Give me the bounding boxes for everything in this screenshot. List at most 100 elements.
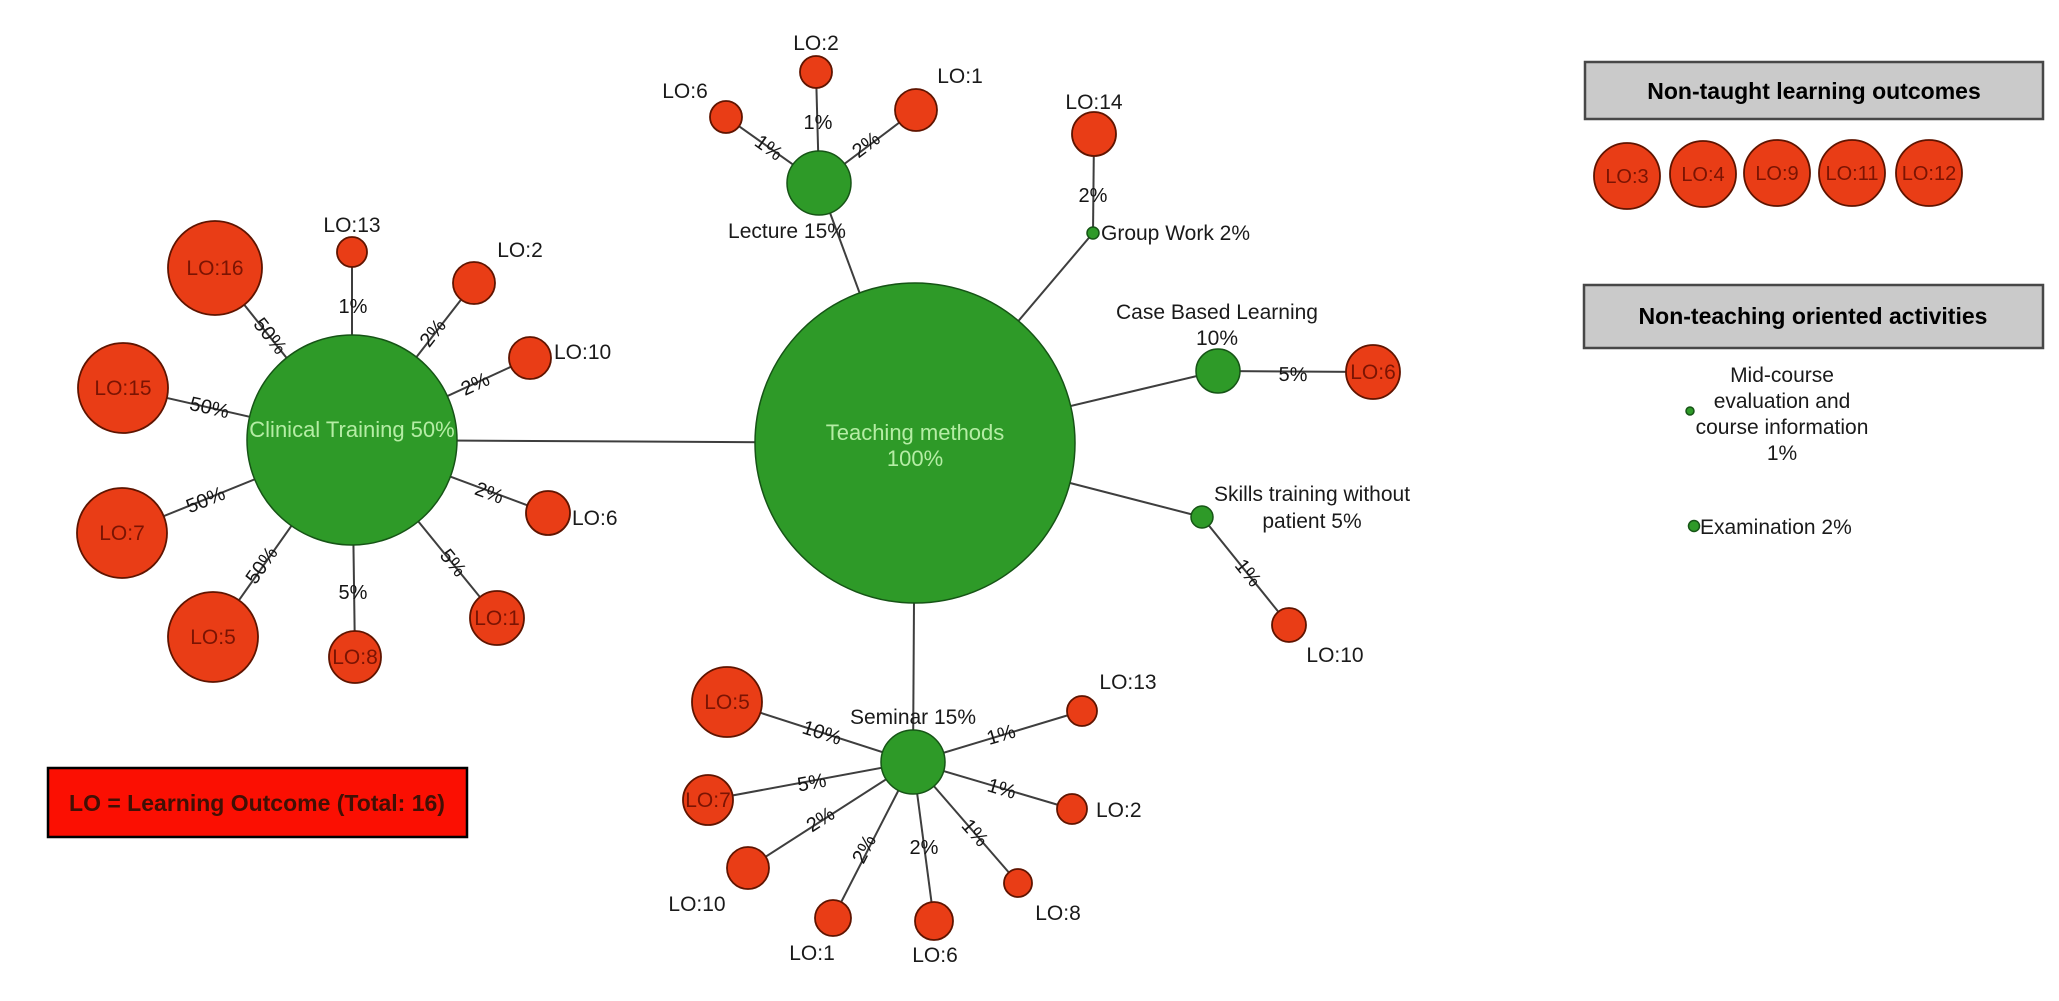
node-sem-lo1	[814, 899, 852, 937]
edge-label-seminar--sem-lo1: 2%	[848, 831, 881, 867]
node-ct-lo16	[167, 220, 263, 316]
node-sem-lo6	[914, 901, 954, 941]
node-label-ct-lo8: LO:8	[332, 646, 378, 669]
edge-label-clinical-training--ct-lo8: 5%	[339, 582, 368, 604]
node-ct-lo8	[328, 630, 382, 684]
edge-seminar--sem-lo7	[707, 761, 914, 801]
node-label-sem-lo13: LO:13	[1099, 671, 1156, 694]
edge-label-clinical-training--ct-lo5: 50%	[242, 543, 283, 589]
node-examination-dot-icon	[1687, 519, 1701, 533]
node-ct-lo1	[469, 590, 525, 646]
edge-label-lecture--lec-lo6: 1%	[750, 131, 786, 166]
node-sem-lo10	[726, 846, 770, 890]
edge-skills-training--sk-lo10	[1201, 516, 1290, 626]
node-nt-lo9	[1743, 139, 1811, 207]
node-label-gw-lo14: LO:14	[1065, 91, 1123, 114]
node-ct-lo15	[77, 342, 169, 434]
node-label-lec-lo6: LO:6	[662, 80, 708, 103]
node-sem-lo13	[1066, 695, 1098, 727]
node-ct-lo5	[167, 591, 259, 683]
node-label-lecture: Lecture 15%	[728, 220, 846, 243]
edge-label-skills-training--sk-lo10: 1%	[1230, 555, 1265, 591]
node-skills-training	[1190, 505, 1214, 529]
edge-label-seminar--sem-lo2: 1%	[985, 775, 1019, 804]
node-label-skills-training: Skills training without patient 5%	[1214, 483, 1410, 533]
node-label-sem-lo8: LO:8	[1035, 902, 1081, 925]
note-box	[46, 766, 469, 839]
node-clinical-training	[246, 334, 458, 546]
node-label-nt-lo3: LO:3	[1605, 166, 1648, 188]
node-label-cbl-lo6: LO:6	[1350, 361, 1396, 384]
node-label-sem-lo6: LO:6	[912, 944, 958, 967]
edge-label-clinical-training--ct-lo16: 50%	[249, 314, 291, 359]
node-label-ct-lo10: LO:10	[554, 341, 611, 364]
edge-label-seminar--sem-lo6: 2%	[910, 837, 939, 859]
edge-label-clinical-training--ct-lo7: 50%	[183, 483, 229, 518]
node-label-lec-lo2: LO:2	[793, 32, 839, 55]
node-ct-lo6	[525, 490, 571, 536]
legend-title-non-taught: Non-taught learning outcomes	[1647, 78, 1981, 104]
node-lec-lo2	[799, 55, 833, 89]
legend-title-non-teaching: Non-teaching oriented activities	[1639, 303, 1988, 329]
edge-label-lecture--lec-lo2: 1%	[804, 112, 833, 134]
node-label-ct-lo16: LO:16	[186, 257, 243, 280]
node-label-nt-lo4: LO:4	[1681, 164, 1724, 186]
node-label-ct-lo6: LO:6	[572, 507, 618, 530]
node-nt-lo4	[1669, 140, 1737, 208]
node-label-sem-lo10: LO:10	[668, 893, 725, 916]
node-label-ct-lo15: LO:15	[94, 377, 151, 400]
node-lecture	[786, 150, 852, 216]
node-label-sem-lo2: LO:2	[1096, 799, 1142, 822]
node-lec-lo6	[709, 100, 743, 134]
node-case-based-learning	[1195, 348, 1241, 394]
node-label-nt-lo9: LO:9	[1755, 163, 1798, 185]
node-label-ct-lo5: LO:5	[190, 626, 236, 649]
node-label-nt-lo11: LO:11	[1826, 163, 1879, 185]
node-ct-lo10	[508, 336, 552, 380]
edge-label-seminar--sem-lo10: 2%	[803, 803, 839, 837]
node-label-sem-lo5: LO:5	[704, 691, 750, 714]
node-label-ct-lo2: LO:2	[497, 239, 543, 262]
node-label-lec-lo1: LO:1	[937, 65, 983, 88]
edge-label-clinical-training--ct-lo1: 5%	[435, 545, 470, 581]
node-sem-lo2	[1056, 793, 1088, 825]
node-nt-lo3	[1593, 142, 1661, 210]
edge-label-clinical-training--ct-lo10: 2%	[458, 368, 494, 400]
node-label-group-work: Group Work 2%	[1101, 222, 1250, 245]
midcourse-label: Mid-course evaluation and course informati…	[1696, 364, 1869, 465]
node-label-seminar: Seminar 15%	[850, 706, 976, 729]
edge-label-seminar--sem-lo5: 10%	[799, 717, 844, 750]
node-gw-lo14	[1071, 111, 1117, 157]
node-cbl-lo6	[1345, 344, 1401, 400]
node-label-teaching-methods: Teaching methods 100%	[826, 420, 1005, 471]
note-text: LO = Learning Outcome (Total: 16)	[69, 790, 445, 816]
node-sem-lo7	[682, 774, 734, 826]
legend-header-non-taught	[1583, 60, 2045, 121]
node-sem-lo5	[691, 666, 763, 738]
edge-label-seminar--sem-lo13: 1%	[984, 720, 1018, 749]
node-label-ct-lo1: LO:1	[474, 607, 520, 630]
node-ct-lo13	[336, 236, 368, 268]
node-nt-lo11	[1818, 139, 1886, 207]
node-midcourse-dot-icon	[1685, 406, 1695, 416]
node-sem-lo8	[1003, 868, 1033, 898]
node-nt-lo12	[1895, 139, 1963, 207]
node-lec-lo1	[894, 88, 938, 132]
node-label-ct-lo7: LO:7	[99, 522, 145, 545]
node-teaching-methods	[754, 282, 1076, 604]
node-ct-lo2	[452, 261, 496, 305]
edge-label-case-based-learning--cbl-lo6: 5%	[1279, 364, 1308, 386]
edge-label-clinical-training--ct-lo13: 1%	[339, 296, 368, 318]
node-group-work	[1086, 226, 1100, 240]
node-label-sem-lo1: LO:1	[789, 942, 835, 965]
node-label-sem-lo7: LO:7	[685, 789, 731, 812]
node-seminar	[880, 729, 946, 795]
node-label-sk-lo10: LO:10	[1306, 644, 1363, 667]
node-ct-lo7	[76, 487, 168, 579]
node-sk-lo10	[1271, 607, 1307, 643]
legend-header-non-teaching	[1582, 283, 2045, 350]
edge-label-clinical-training--ct-lo6: 2%	[472, 478, 507, 509]
node-label-case-based-learning: Case Based Learning 10%	[1116, 301, 1318, 350]
node-label-nt-lo12: LO:12	[1902, 163, 1956, 185]
